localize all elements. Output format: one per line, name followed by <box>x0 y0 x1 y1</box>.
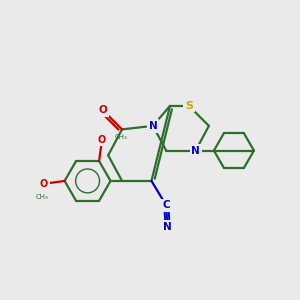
Text: CH₃: CH₃ <box>114 134 127 140</box>
Text: N: N <box>163 222 172 232</box>
Text: O: O <box>98 105 107 115</box>
Text: N: N <box>191 146 200 156</box>
Text: CH₃: CH₃ <box>35 194 48 200</box>
Text: C: C <box>162 200 170 210</box>
Text: O: O <box>40 179 48 189</box>
Text: N: N <box>148 121 157 131</box>
Text: O: O <box>98 135 106 145</box>
Text: S: S <box>185 101 193 111</box>
